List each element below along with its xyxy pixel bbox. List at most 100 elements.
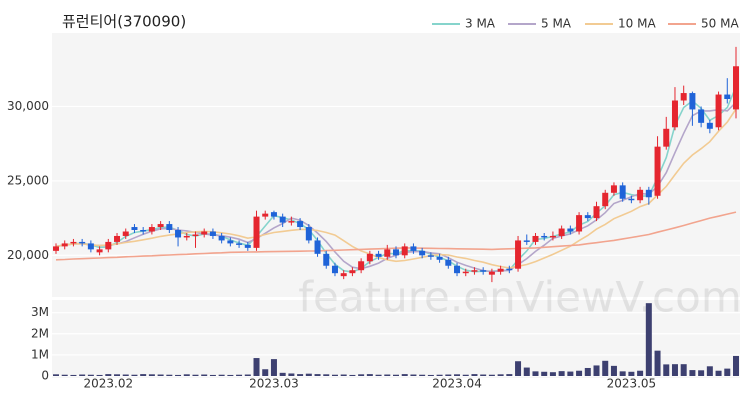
volume-bar [689, 370, 696, 376]
candle-body [645, 189, 652, 198]
chart-title: 퓨런티어(370090) [62, 13, 186, 31]
volume-bar [532, 371, 539, 376]
candle-body [593, 206, 600, 219]
candle-body [610, 185, 617, 193]
candle-body [576, 215, 583, 232]
volume-bar [576, 370, 583, 376]
candle-body [288, 221, 295, 223]
candle-body [305, 227, 312, 241]
volume-bar [567, 371, 574, 376]
candle-body [698, 109, 705, 123]
candle-body [637, 189, 644, 201]
candle-body [87, 243, 94, 250]
candle-body [384, 249, 391, 257]
y-tick-label: 3M [31, 305, 49, 319]
watermark: feature.enViewV.com [298, 273, 741, 322]
volume-bar [584, 367, 591, 376]
volume-bar [105, 374, 112, 376]
candle-body [462, 271, 469, 274]
volume-bar [166, 374, 173, 376]
candle-body [523, 240, 530, 242]
candle-body [253, 216, 260, 248]
volume-bar [488, 374, 495, 376]
volume-bar [454, 374, 461, 376]
candle-body [183, 235, 190, 238]
candle-body [53, 246, 59, 251]
volume-bar [366, 374, 373, 376]
volume-bar [140, 374, 147, 376]
volume-bar [497, 374, 504, 376]
candle-body [314, 240, 321, 254]
candle-body [567, 228, 574, 232]
volume-bar [157, 374, 164, 376]
candle-body [558, 228, 565, 236]
volume-bar [96, 374, 103, 376]
y-tick-label: 1M [31, 347, 49, 361]
candle-body [331, 265, 338, 274]
candle-body [323, 253, 330, 266]
volume-bar [671, 364, 678, 376]
y-tick-label: 25,000 [7, 173, 49, 187]
volume-bar [192, 374, 199, 376]
candle-body [122, 231, 129, 236]
volume-bar [70, 374, 77, 376]
y-tick-label: 20,000 [7, 248, 49, 262]
candle-body [175, 230, 182, 238]
candle-body [654, 146, 661, 196]
candle-body [497, 268, 504, 272]
volume-bar [87, 374, 94, 376]
candle-body [70, 241, 77, 244]
candle-body [218, 235, 225, 241]
candle-body [349, 270, 356, 274]
volume-bar [654, 350, 661, 376]
legend-label: 10 MA [618, 17, 656, 31]
volume-bar [462, 374, 469, 376]
volume-bar [445, 374, 452, 376]
volume-bar [610, 365, 617, 376]
candle-body [733, 66, 739, 110]
candle-body [192, 234, 199, 236]
candle-body [427, 255, 434, 257]
volume-bar [236, 374, 243, 376]
candle-body [602, 192, 609, 207]
volume-bar [270, 359, 277, 376]
candle-body [262, 213, 269, 217]
candle-body [393, 249, 399, 256]
candle-body [157, 224, 164, 228]
volume-bar [340, 374, 347, 376]
candle-body [663, 128, 670, 147]
candle-body [488, 271, 495, 275]
volume-bar [183, 374, 190, 376]
volume-bar [61, 374, 68, 376]
x-tick-label: 2023.03 [249, 377, 299, 391]
candle-body [209, 231, 216, 236]
candle-body [227, 240, 234, 244]
candle-body [79, 241, 86, 244]
volume-bar [619, 371, 626, 376]
volume-bar [637, 370, 644, 376]
x-tick-label: 2023.04 [432, 377, 482, 391]
volume-bar [305, 373, 312, 376]
volume-bar [53, 374, 59, 376]
volume-bar [393, 374, 399, 376]
candle-body [419, 250, 426, 256]
candle-body [445, 259, 452, 266]
volume-bar [131, 374, 138, 376]
y-tick-label: 30,000 [7, 99, 49, 113]
volume-bar [680, 364, 687, 376]
ma-line [55, 108, 737, 269]
candle-body [244, 244, 251, 248]
candle-body [270, 212, 277, 217]
x-tick-label: 2023.02 [83, 377, 133, 391]
candle-body [340, 273, 347, 277]
candle-body [279, 216, 286, 223]
candle-body [358, 261, 365, 271]
volume-bar [410, 374, 417, 376]
volume-bar [724, 368, 731, 376]
volume-bar [323, 374, 330, 376]
candle-body [628, 198, 635, 201]
candle-body [619, 185, 626, 199]
volume-bar [384, 374, 391, 376]
candle-body [297, 221, 304, 228]
